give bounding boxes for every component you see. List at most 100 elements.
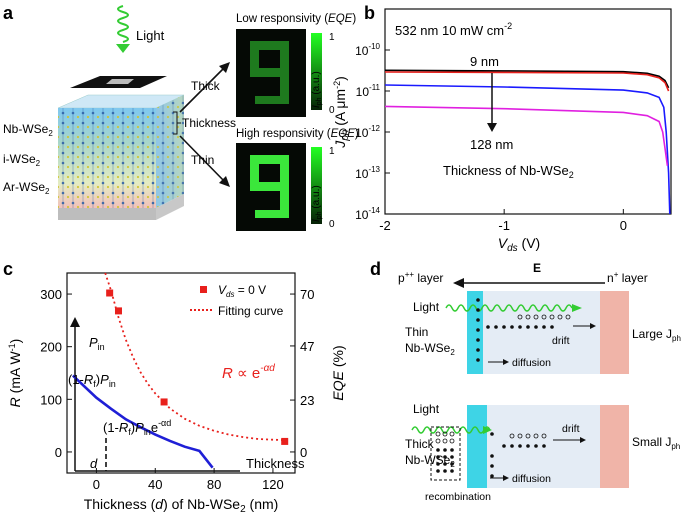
high-cbar-max: 1	[329, 146, 335, 157]
hole-dot	[442, 438, 448, 444]
b-ytick-label: 10-12	[355, 124, 380, 140]
high-colorbar	[311, 147, 322, 224]
low-cbar-min: 0	[329, 105, 335, 116]
hole-dot	[517, 433, 523, 439]
b-ytick-label: 10-11	[356, 83, 381, 99]
electron-dot	[450, 455, 454, 459]
electron-dot	[510, 444, 514, 448]
hole-dot	[533, 314, 539, 320]
thick-drift-arrowhead	[580, 437, 586, 443]
panel-b-label: b	[364, 3, 375, 23]
thick-label: Thick	[191, 79, 221, 93]
thick-label-line2: Nb-WSe2	[405, 453, 455, 469]
c-y2tick-label: 23	[300, 393, 314, 408]
plot-b-xlabel: Vds (V)	[498, 235, 540, 254]
inset-one-minus-rf-pin: (1-Rf)Pin	[68, 372, 116, 389]
panel-d: d p++ layer E n+ layer Light Thin Nb-WSe…	[370, 259, 681, 503]
b-xtick-label: -1	[498, 218, 510, 233]
thick-label-line1: Thick	[405, 437, 435, 451]
mask-plate	[70, 76, 167, 88]
high-cbar-label: Iph (a.u.)	[311, 185, 323, 222]
electron-dot	[443, 448, 447, 452]
electron-dot	[443, 462, 447, 466]
layer-i-label: i-WSe2	[3, 152, 41, 168]
b-series-line	[384, 105, 669, 166]
electron-dot	[476, 318, 480, 322]
b-ytick-label: 10-13	[355, 165, 380, 181]
low-cbar-max: 1	[329, 32, 335, 43]
thick-light-arrowhead	[483, 426, 492, 434]
electron-dot	[542, 325, 546, 329]
c-data-point	[160, 398, 168, 406]
thickness-label: Thickness	[182, 116, 236, 130]
electron-dot	[518, 325, 522, 329]
plot-b-frame	[384, 8, 672, 215]
thickness-arrow-b-head	[487, 123, 497, 132]
electron-dot	[436, 455, 440, 459]
recombination-box	[430, 426, 461, 481]
electron-dot	[486, 325, 490, 329]
c-data-point	[106, 289, 114, 297]
plot-c-frame	[66, 272, 296, 474]
large-jph-label: Large Jph	[632, 327, 681, 343]
thick-drift-label: drift	[562, 423, 580, 435]
electron-dot	[450, 448, 454, 452]
electron-dot	[443, 469, 447, 473]
electron-dot	[436, 448, 440, 452]
b-series-line	[384, 69, 670, 89]
hole-dot	[517, 314, 523, 320]
hole-dot	[449, 438, 455, 444]
c-ytick-label: 200	[40, 340, 62, 355]
b-xtick-label: -2	[379, 218, 391, 233]
plot-c-series	[72, 272, 289, 469]
electron-dot	[550, 325, 554, 329]
hole-dot	[541, 433, 547, 439]
hole-dot	[533, 433, 539, 439]
low-cbar-label: Iph (a.u.)	[311, 71, 323, 108]
electron-dot	[490, 464, 494, 468]
panel-a-label: a	[3, 3, 14, 23]
plot-b-axes: -2 -1 0 10-14 10-13 10-12 10-11 10-10	[355, 42, 627, 233]
thin-n-layer	[600, 291, 629, 374]
electron-dot	[450, 469, 454, 473]
c-y2tick-label: 70	[300, 287, 314, 302]
inset-decay-formula: (1-Rf)Pine-αd	[103, 418, 171, 437]
b-ytick-label: 10-14	[355, 206, 380, 222]
hole-dot	[442, 431, 448, 437]
panel-d-label: d	[370, 259, 381, 279]
electron-dot	[494, 325, 498, 329]
c-xtick-label: 80	[207, 477, 221, 492]
panel-c: c 0 40 80 120 0 100 200 300 0 23 47 70 Pin (1-Rf)Pi…	[3, 259, 346, 515]
small-jph-label: Small Jph	[632, 435, 680, 451]
panel-c-label: c	[3, 259, 13, 279]
formula-r-prop: R ∝ e-αd	[222, 363, 275, 382]
light-arrowhead	[116, 44, 130, 53]
c-xtick-label: 0	[93, 477, 100, 492]
plot-b-condition: 532 nm 10 mW cm-2	[395, 21, 512, 38]
label-9nm: 9 nm	[470, 54, 499, 69]
legend-vds: Vds = 0 V	[218, 283, 266, 299]
thickness-bracket	[173, 111, 181, 135]
legend-fit: Fitting curve	[218, 304, 284, 318]
thin-light-arrowhead	[572, 304, 582, 312]
c-y2tick-label: 47	[300, 339, 314, 354]
light-label: Light	[136, 28, 165, 43]
c-xtick-label: 120	[262, 477, 284, 492]
electron-dot	[443, 455, 447, 459]
thin-diffusion-label: diffusion	[512, 357, 551, 369]
hole-dot	[557, 314, 563, 320]
field-label: E	[533, 261, 541, 275]
thin-light-label: Light	[413, 300, 440, 314]
electron-dot	[490, 432, 494, 436]
electron-dot	[510, 325, 514, 329]
thick-carriers	[435, 431, 547, 478]
panel-a: a Light Nb-WSe2 i-WSe2 Ar-WSe2 Thickness…	[3, 3, 359, 231]
b-ytick-label: 10-10	[355, 42, 380, 58]
c-y2tick-label: 0	[300, 445, 307, 460]
electron-dot	[476, 348, 480, 352]
hole-dot	[449, 431, 455, 437]
plot-c-y2label: EQE (%)	[330, 345, 346, 400]
thick-diffusion-label: diffusion	[512, 473, 551, 485]
inset-y-arrowhead	[70, 317, 80, 327]
